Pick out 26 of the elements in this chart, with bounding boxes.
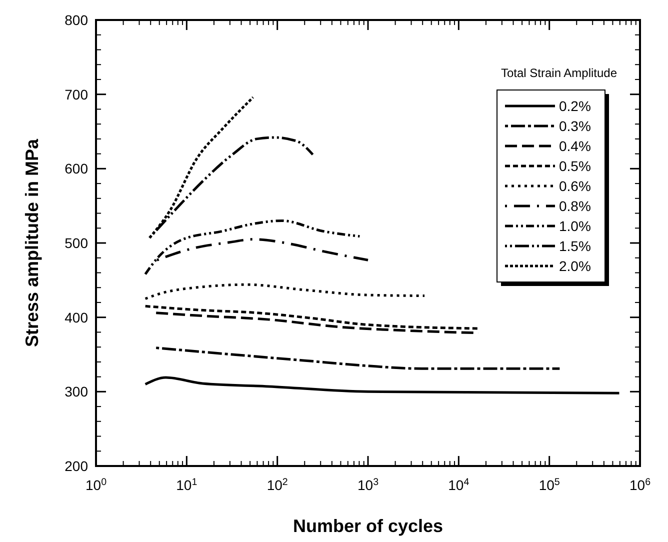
legend-label: 0.8%	[559, 198, 591, 214]
x-axis-title: Number of cycles	[292, 516, 444, 536]
legend-label: 0.4%	[559, 138, 591, 154]
x-tick-label: 10$^{3}$	[357, 476, 380, 493]
legend-label: 0.5%	[559, 158, 591, 174]
y-tick-label: 800	[64, 12, 88, 28]
y-tick-label: 300	[64, 384, 88, 400]
legend-label: 0.2%	[559, 98, 591, 114]
x-tick-label: 10$^{0}$	[85, 476, 108, 493]
x-tick-label: 10$^{2}$	[266, 476, 288, 493]
y-tick-label: 600	[64, 160, 88, 177]
x-tick-label: 10$^{4}$	[448, 476, 470, 493]
y-tick-label: 500	[64, 235, 88, 251]
legend-title: Total Strain Amplitude	[500, 66, 618, 80]
y-tick-label: 200	[64, 458, 88, 474]
y-axis-title: Stress amplitude in MPa	[22, 138, 42, 348]
x-tick-label: 10$^{6}$	[629, 476, 652, 493]
x-tick-label: 10$^{5}$	[538, 476, 560, 493]
x-tick-label: 10$^{1}$	[176, 476, 198, 493]
legend-label: 2.0%	[559, 258, 591, 274]
y-tick-label: 400	[64, 309, 88, 326]
y-tick-label: 700	[64, 86, 88, 102]
legend-label: 0.6%	[559, 178, 591, 194]
legend-label: 1.0%	[559, 218, 591, 234]
legend-label: 1.5%	[559, 238, 591, 254]
legend-label: 0.3%	[559, 118, 591, 134]
